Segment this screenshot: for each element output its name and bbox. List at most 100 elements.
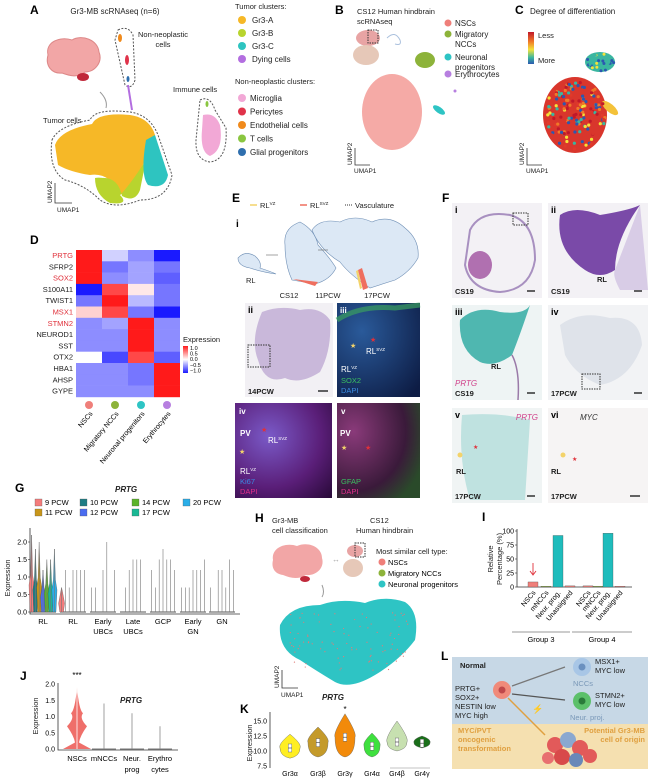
cell-dot (569, 116, 574, 120)
y-tick-label: 1.0 (45, 714, 55, 721)
brain-icon (46, 37, 101, 81)
legend-label: Migratory NCCs (388, 569, 442, 578)
cell-dot (563, 118, 567, 122)
y-tick-label: 10.0 (253, 749, 267, 756)
stage-label: 11PCW (315, 291, 341, 300)
panel-label-g: G (15, 481, 24, 495)
cell-dot (566, 91, 571, 95)
heatmap-row-label: NEUROD1 (36, 330, 73, 339)
heatmap-cell (154, 351, 180, 364)
heatmap-cell (128, 295, 154, 307)
cell-dot (331, 642, 333, 644)
rlvz-label: RLVZ (341, 365, 357, 374)
umap-axes (354, 148, 370, 166)
11pcw-schematic (284, 221, 337, 285)
heatmap-cell (154, 250, 180, 262)
x-tick-label: Gr4γ (414, 771, 430, 778)
legend-label: progenitors (455, 63, 495, 72)
cell-dot (370, 660, 373, 662)
heatmap-cell (102, 374, 128, 386)
bar (527, 581, 539, 588)
cell-dot (334, 613, 336, 615)
normal-region (452, 657, 648, 724)
cell-dot (390, 648, 392, 650)
legend-label: Migratory (455, 30, 488, 39)
rlvz-marker (457, 452, 463, 458)
cell-dot (596, 95, 600, 99)
cell-dot (593, 64, 597, 68)
legend-swatch (378, 580, 386, 588)
y-tick-label: 1.5 (17, 557, 27, 564)
origin-label: cell of origin (600, 735, 645, 744)
cell-dot (557, 130, 561, 134)
cell-dot (577, 99, 581, 103)
cell-dot (559, 115, 563, 119)
y-tick-label: 15.0 (253, 719, 267, 726)
panel-label-e: E (232, 191, 240, 205)
progenitor-region (601, 100, 619, 116)
legend-swatch (34, 498, 43, 507)
pv-label: PV (240, 429, 251, 438)
rlvz-star-icon: ★ (350, 342, 356, 350)
stain-label: SOX2 (341, 376, 361, 385)
erythrocyte-cluster (453, 89, 457, 93)
legend-label: 17 PCW (142, 508, 171, 517)
cell-dot (586, 127, 590, 131)
cell-dot (573, 81, 578, 85)
heatmap-cell (102, 340, 128, 352)
tumor-cell-cluster-icon (542, 732, 597, 767)
x-tick-label: Erythro (148, 754, 172, 763)
np-label: Neur. proj. (570, 713, 605, 722)
cell-dot (569, 93, 573, 97)
x-tick-label: GCP (155, 617, 171, 626)
y-tick-label: 1.5 (45, 698, 55, 705)
cell-dot (336, 648, 338, 650)
neuronal-progenitor-projection (279, 598, 417, 685)
chart-title: PRTG (322, 693, 344, 702)
violin (386, 720, 408, 752)
cell-dot (566, 121, 571, 125)
significance-label: *** (72, 671, 81, 680)
ish-f-vi: vi MYC ★ RL 17PCW (548, 408, 648, 503)
heatmap-cell (154, 283, 180, 296)
cell-dot (597, 107, 602, 111)
heatmap-cell (128, 317, 154, 330)
umap1-label: UMAP1 (526, 168, 549, 175)
cell-dot (576, 84, 580, 88)
rl-label: RL (456, 467, 466, 476)
legend-label: 11 PCW (45, 508, 73, 517)
cell-dot (342, 627, 345, 630)
legend-swatch (79, 498, 88, 507)
legend-swatch (79, 508, 88, 517)
ncc-label: NCCs (573, 679, 593, 688)
heatmap-cell (76, 363, 102, 375)
y-tick-label: 75 (506, 543, 514, 550)
legend-label: Dying cells (252, 55, 291, 64)
panel-l-model: L Normal PRTG+ SOX2+ NESTIN low MYC high… (441, 649, 648, 769)
cell-dot (339, 669, 341, 671)
cell-dot (392, 612, 394, 614)
rlsvz-star-icon: ★ (572, 456, 577, 463)
cell-dot (386, 662, 388, 665)
panel-e: E RLVZ RLSVZ Vasculature i RL CS12 11PCW… (232, 191, 421, 498)
cell-dot (581, 90, 585, 95)
cell-dot (610, 59, 614, 63)
rl-label: RL (551, 467, 561, 476)
cell-dot (567, 82, 572, 87)
cell-dot (574, 118, 579, 122)
cell-dot (564, 98, 569, 102)
x-tick-label: UBCs (123, 627, 143, 636)
cell-dot (559, 130, 564, 134)
cell-dot (376, 631, 378, 634)
cell-dot (562, 102, 566, 106)
y-axis-label: Expression (31, 697, 40, 734)
umap1-label: UMAP1 (57, 207, 80, 214)
cell-dot (581, 110, 585, 114)
heatmap-cell (76, 295, 102, 307)
cell-dot (293, 646, 295, 648)
non-neoplastic-outline (114, 27, 136, 88)
cell-dot (578, 130, 582, 134)
y-axis-label: Percentage (%) (495, 532, 504, 585)
legend-swatch (444, 19, 452, 27)
